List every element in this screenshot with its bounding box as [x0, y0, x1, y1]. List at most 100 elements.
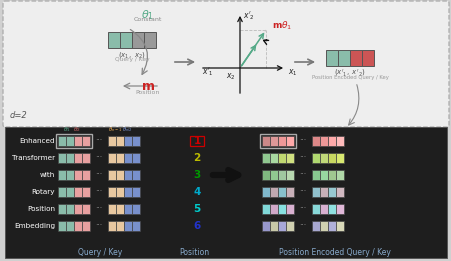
Text: $\theta_2$: $\theta_2$ [73, 125, 81, 134]
Bar [311, 221, 319, 231]
FancyBboxPatch shape [3, 1, 448, 127]
Bar [285, 136, 293, 146]
Bar [335, 204, 343, 214]
Bar [319, 153, 327, 163]
Text: $\mathbf{m}$: $\mathbf{m}$ [141, 80, 155, 93]
Bar [269, 136, 277, 146]
Text: $(x_1,\ x_2)$: $(x_1,\ x_2)$ [118, 50, 146, 60]
Text: $x_1$: $x_1$ [287, 67, 297, 78]
Bar [132, 204, 140, 214]
Bar [319, 170, 327, 180]
Bar [132, 153, 140, 163]
Bar [58, 136, 66, 146]
Text: ···: ··· [299, 153, 305, 163]
Bar [262, 153, 269, 163]
Bar [66, 153, 74, 163]
Bar [124, 136, 132, 146]
Bar [319, 136, 327, 146]
Bar [285, 153, 293, 163]
Bar [132, 32, 144, 48]
Bar [108, 204, 116, 214]
Bar [277, 187, 285, 197]
Bar [335, 153, 343, 163]
Bar [116, 187, 124, 197]
Bar [277, 221, 285, 231]
Text: ···: ··· [299, 187, 305, 197]
Bar [349, 50, 361, 66]
Bar [325, 50, 337, 66]
Bar [335, 221, 343, 231]
Text: ···: ··· [95, 205, 102, 213]
Bar [259, 134, 295, 148]
Bar [335, 170, 343, 180]
Text: Query / Key: Query / Key [115, 57, 149, 62]
Bar [327, 153, 335, 163]
Text: $(x'_1,\ x'_2)$: $(x'_1,\ x'_2)$ [333, 68, 365, 79]
Bar [262, 170, 269, 180]
Text: Position Encoded Query / Key: Position Encoded Query / Key [311, 75, 387, 80]
Bar [285, 221, 293, 231]
Bar [116, 204, 124, 214]
Bar [335, 187, 343, 197]
Text: d=2: d=2 [10, 111, 28, 120]
Bar [262, 187, 269, 197]
Bar [66, 170, 74, 180]
Bar [327, 221, 335, 231]
Bar [361, 50, 373, 66]
Bar [269, 153, 277, 163]
Bar [262, 221, 269, 231]
Text: ···: ··· [95, 222, 102, 230]
Bar [269, 170, 277, 180]
Bar [108, 136, 116, 146]
Bar [66, 187, 74, 197]
Bar [327, 136, 335, 146]
Bar [66, 136, 74, 146]
Bar [66, 221, 74, 231]
Bar [124, 153, 132, 163]
Bar [74, 170, 82, 180]
Bar [116, 153, 124, 163]
Bar [58, 204, 66, 214]
Bar [82, 153, 90, 163]
Bar [108, 153, 116, 163]
Bar [108, 32, 120, 48]
Text: 1: 1 [193, 136, 200, 146]
Bar [327, 187, 335, 197]
Bar [120, 32, 132, 48]
Text: ···: ··· [95, 153, 102, 163]
Text: $x'_2$: $x'_2$ [243, 10, 254, 22]
Text: $x'_1$: $x'_1$ [202, 65, 213, 78]
Bar [116, 170, 124, 180]
Bar [311, 136, 319, 146]
Text: Transformer: Transformer [12, 155, 55, 161]
Bar [337, 50, 349, 66]
Text: ···: ··· [95, 170, 102, 180]
Text: 4: 4 [193, 187, 200, 197]
Bar [56, 134, 92, 148]
Bar [262, 204, 269, 214]
Text: $\theta_1$: $\theta_1$ [141, 8, 154, 22]
Bar [82, 221, 90, 231]
Text: $\theta_{n-1}$: $\theta_{n-1}$ [108, 125, 122, 134]
Text: ···: ··· [95, 137, 102, 145]
Bar [262, 136, 269, 146]
Bar [144, 32, 156, 48]
Bar [74, 187, 82, 197]
Text: ···: ··· [299, 205, 305, 213]
Text: $\theta_{n/2}$: $\theta_{n/2}$ [121, 126, 132, 134]
Bar [319, 204, 327, 214]
Bar [277, 153, 285, 163]
Bar [58, 221, 66, 231]
Bar [311, 170, 319, 180]
Bar [58, 153, 66, 163]
Bar [108, 187, 116, 197]
Bar [124, 204, 132, 214]
Bar [327, 204, 335, 214]
Text: $x_2$: $x_2$ [226, 72, 235, 82]
Text: Enhanced: Enhanced [19, 138, 55, 144]
Bar [82, 204, 90, 214]
Bar [277, 136, 285, 146]
Text: 3: 3 [193, 170, 200, 180]
Bar [74, 136, 82, 146]
Text: ···: ··· [299, 222, 305, 230]
